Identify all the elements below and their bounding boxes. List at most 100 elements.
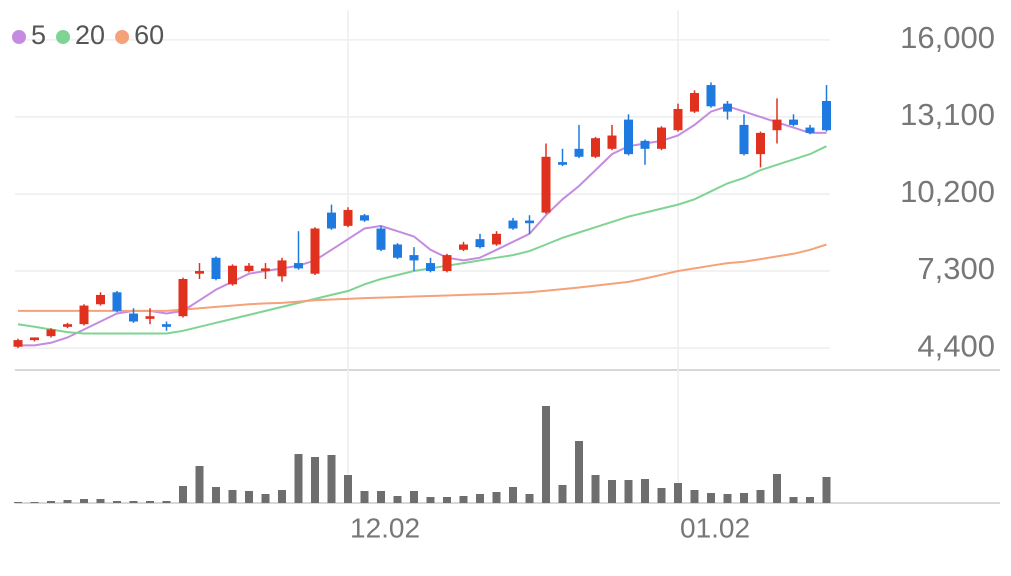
volume-bar — [806, 497, 814, 503]
volume-bar — [476, 494, 484, 503]
candle-body — [327, 212, 336, 229]
volume-bar — [674, 483, 682, 503]
volume-bar — [311, 457, 319, 503]
candle-body — [723, 103, 732, 112]
candle-body — [13, 340, 23, 347]
volume-bar — [426, 497, 435, 503]
candle-body — [376, 228, 386, 250]
candle-body — [805, 127, 815, 133]
ma-line — [17, 145, 827, 335]
candle-body — [492, 233, 501, 245]
volume-bar — [113, 501, 121, 503]
candle-body — [475, 239, 485, 248]
volume-bar — [96, 499, 105, 503]
y-tick-label: 7,300 — [917, 251, 995, 286]
candle-body — [63, 324, 72, 327]
candle-body — [690, 93, 699, 112]
legend-label: 5 — [31, 20, 46, 50]
candle-body — [756, 132, 765, 155]
y-tick-label: 10,200 — [900, 174, 995, 209]
y-tick-label: 16,000 — [900, 20, 995, 55]
candle-body — [706, 85, 716, 107]
candle-body — [294, 263, 303, 269]
candle-body — [211, 257, 221, 280]
volume-bar — [30, 502, 39, 503]
volume-bar — [179, 486, 187, 503]
volume-bar — [63, 500, 72, 503]
volume-bar — [228, 490, 237, 503]
volume-bar — [558, 485, 567, 503]
volume-bar — [393, 496, 402, 503]
volume-bar — [509, 487, 517, 503]
volume-bar — [542, 406, 550, 503]
candle-body — [129, 313, 138, 322]
legend-marker — [115, 30, 130, 44]
volume-bar — [756, 490, 765, 503]
volume-bar — [14, 502, 22, 503]
candle-body — [772, 119, 782, 131]
volume-bar — [377, 491, 385, 503]
legend-marker — [12, 30, 26, 44]
candle-body — [112, 292, 122, 311]
candle-body — [162, 324, 171, 327]
volume-bar — [822, 477, 831, 503]
candle-body — [459, 244, 468, 250]
volume-bar — [525, 494, 534, 503]
candle-body — [145, 316, 155, 319]
volume-bar — [212, 487, 220, 503]
volume-bar — [327, 455, 336, 503]
volume-bar — [773, 474, 781, 503]
candle-body — [558, 162, 567, 165]
volume-bar — [443, 497, 451, 503]
volume-bar — [410, 491, 418, 503]
volume-bar — [608, 480, 616, 503]
candle-body — [79, 305, 89, 325]
candle-body — [310, 228, 320, 274]
candle-body — [228, 265, 237, 285]
candle-body — [508, 220, 518, 229]
legend-label: 20 — [75, 20, 105, 50]
candle-body — [624, 119, 633, 155]
volume-bar — [245, 491, 253, 503]
candle-body — [409, 255, 419, 261]
candle-body — [640, 140, 650, 149]
candle-body — [822, 100, 831, 131]
candle-body — [789, 119, 798, 125]
volume-bar — [360, 491, 369, 503]
volume-bar — [690, 490, 699, 503]
candle-body — [591, 138, 600, 157]
candle-body — [541, 156, 551, 213]
volume-bar — [344, 475, 352, 503]
candle-body — [442, 255, 452, 272]
volume-bar — [641, 479, 649, 503]
y-tick-label: 13,100 — [900, 97, 995, 132]
volume-bar — [657, 488, 666, 503]
volume-bar — [624, 480, 633, 503]
x-tick-label: 01.02 — [680, 512, 750, 543]
volume-bar — [723, 494, 732, 503]
volume-bar — [591, 475, 600, 503]
volume-bar — [575, 441, 583, 503]
candle-body — [360, 215, 369, 221]
volume-bar — [459, 496, 468, 503]
candle-body — [261, 268, 270, 272]
volume-bar — [146, 501, 154, 503]
candle-body — [657, 127, 666, 149]
volume-bar — [294, 454, 303, 503]
candle-body — [426, 263, 435, 272]
ma-line — [18, 243, 827, 312]
volume-bar — [707, 493, 715, 503]
candle-body — [46, 329, 56, 337]
volume-bar — [47, 501, 55, 503]
candle-body — [195, 271, 204, 274]
volume-bar — [80, 499, 88, 503]
volume-bar — [789, 497, 798, 503]
candle-body — [96, 294, 105, 305]
y-tick-label: 4,400 — [917, 328, 995, 363]
candle-body — [178, 279, 188, 317]
candle-body — [393, 244, 402, 258]
legend-marker — [56, 30, 71, 44]
candle-body — [673, 108, 683, 131]
